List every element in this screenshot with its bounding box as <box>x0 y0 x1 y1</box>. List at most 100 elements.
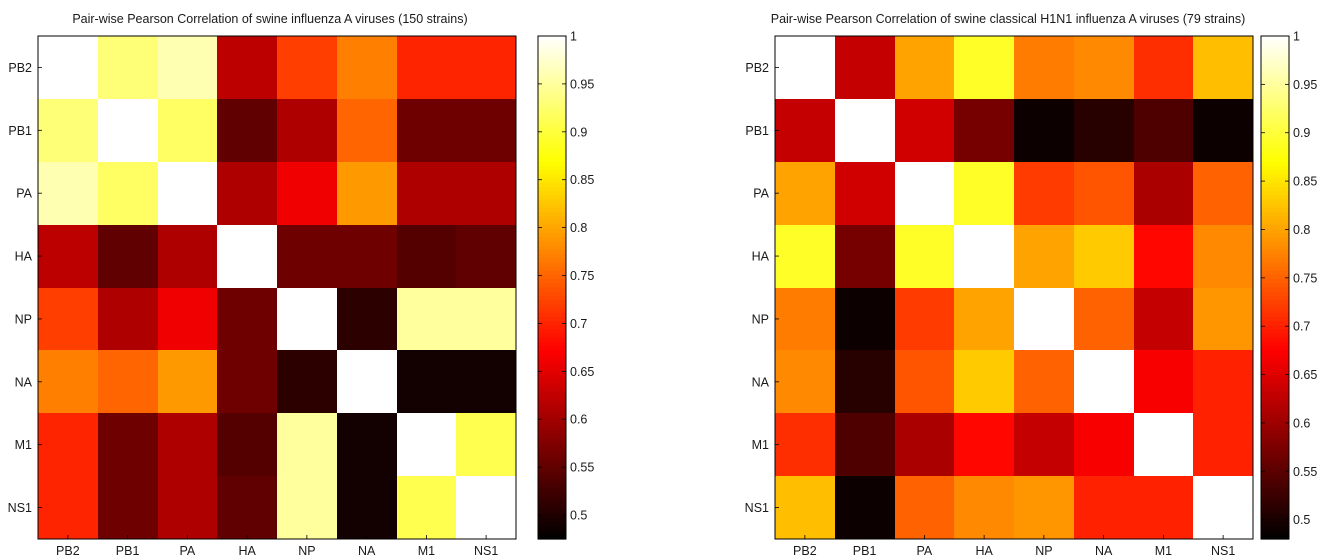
colorbar-tick-label: 0.55 <box>1293 465 1317 479</box>
colorbar-segment <box>538 77 566 83</box>
heatmap-cell-np-pb1 <box>98 288 158 350</box>
colorbar-segment <box>538 140 566 146</box>
colorbar-segment <box>1261 367 1289 372</box>
colorbar-segment <box>1261 233 1289 238</box>
colorbar-segment <box>538 430 566 435</box>
colorbar-segment <box>1261 212 1289 217</box>
heatmap-cell-ns1-pb2 <box>775 476 835 539</box>
colorbar-segment <box>538 262 566 268</box>
colorbar-segment <box>1261 484 1289 490</box>
heatmap-cell-pb2-na <box>1074 36 1134 99</box>
colorbar-segment <box>1261 186 1289 192</box>
y-tick-label-pb2: PB2 <box>8 61 32 75</box>
heatmap-cell-np-m1 <box>397 288 456 350</box>
colorbar-segment <box>538 111 566 117</box>
heatmap-cell-m1-pb1 <box>98 413 158 476</box>
colorbar-tick-label: 0.6 <box>1293 416 1310 430</box>
colorbar-segment <box>1261 199 1289 205</box>
colorbar-tick-label: 0.5 <box>1293 513 1310 527</box>
colorbar-segment <box>538 195 566 201</box>
colorbar-segment <box>538 325 566 331</box>
colorbar-segment <box>538 421 566 427</box>
heatmap-cell-na-pa <box>895 350 954 413</box>
chart-title: Pair-wise Pearson Correlation of swine c… <box>771 12 1246 26</box>
heatmap-cell-ns1-pa <box>895 476 954 539</box>
colorbar-segment <box>1261 446 1289 452</box>
heatmap-cell-pb1-ns1 <box>1193 99 1253 162</box>
colorbar-segment <box>1261 119 1289 125</box>
heatmap-cell-pa-ha <box>954 162 1014 225</box>
heatmap-cell-ha-pb2 <box>38 225 98 288</box>
x-tick-label-ns1: NS1 <box>474 544 498 557</box>
heatmap-cell-na-na <box>337 350 397 413</box>
heatmap-cell-np-pb2 <box>775 288 835 350</box>
heatmap-cell-ns1-m1 <box>397 476 456 539</box>
colorbar-tick-label: 0.75 <box>570 269 594 283</box>
heatmap-cell-ha-pb1 <box>835 225 895 288</box>
colorbar-segment <box>1261 136 1289 142</box>
heatmap-cell-pb1-pb2 <box>38 99 98 162</box>
colorbar-segment <box>538 471 566 477</box>
colorbar-segment <box>538 396 566 402</box>
y-tick-label-ns1: NS1 <box>8 501 32 515</box>
colorbar-segment <box>1261 249 1289 255</box>
x-tick-label-pa: PA <box>917 544 933 557</box>
colorbar-segment <box>1261 325 1289 331</box>
colorbar-segment <box>1261 388 1289 393</box>
heatmap-cell-m1-na <box>337 413 397 476</box>
colorbar-segment <box>1261 128 1289 134</box>
heatmap-cell-pa-np <box>1014 162 1074 225</box>
heatmap-cell-np-pa <box>895 288 954 350</box>
x-tick-label-pb1: PB1 <box>116 544 140 557</box>
colorbar-segment <box>1261 111 1289 117</box>
colorbar-segment <box>1261 153 1289 159</box>
colorbar-segment <box>538 513 566 519</box>
colorbar-segment <box>538 522 566 528</box>
heatmap-cell-ns1-pa <box>158 476 217 539</box>
colorbar-segment <box>1261 220 1289 226</box>
colorbar-segment <box>538 186 566 192</box>
colorbar-segment <box>538 409 566 414</box>
colorbar-segment <box>538 149 566 154</box>
heatmap-cell-ha-np <box>277 225 337 288</box>
colorbar-segment <box>1261 44 1289 50</box>
colorbar-segment <box>1261 321 1289 326</box>
heatmap-cell-pb2-m1 <box>1134 36 1193 99</box>
colorbar-segment <box>538 86 566 92</box>
colorbar-tick-label: 0.8 <box>1293 223 1310 237</box>
colorbar-segment <box>1261 404 1289 410</box>
colorbar-segment <box>1261 379 1289 385</box>
colorbar-segment <box>538 203 566 209</box>
colorbar: 0.5 0.55 0.6 0.65 0.7 0.75 0.8 0.85 0.9 0.95 1 <box>1260 30 1317 540</box>
colorbar-segment <box>1261 65 1289 71</box>
colorbar-segment <box>538 56 566 62</box>
y-tick-label-pb2: PB2 <box>745 61 769 75</box>
heatmap-cell-ns1-pb2 <box>38 476 98 539</box>
colorbar-segment <box>538 270 566 276</box>
colorbar-tick-label: 0.75 <box>1293 271 1317 285</box>
colorbar-segment <box>538 459 566 465</box>
colorbar-segment <box>538 417 566 423</box>
colorbar-tick-label: 0.7 <box>570 317 587 331</box>
heatmap-cell-pb1-pa <box>158 99 217 162</box>
y-tick-label-pa: PA <box>16 187 32 201</box>
colorbar-segment <box>1261 266 1289 272</box>
colorbar-segment <box>538 446 566 452</box>
colorbar-segment <box>1261 283 1289 289</box>
colorbar-segment <box>1261 77 1289 83</box>
heatmap-cell-na-m1 <box>1134 350 1193 413</box>
colorbar-segment <box>1261 497 1289 502</box>
colorbar-segment <box>1261 73 1289 79</box>
colorbar-tick-label: 0.9 <box>570 125 587 139</box>
colorbar-segment <box>538 287 566 293</box>
colorbar-segment <box>538 220 566 226</box>
colorbar-segment <box>538 245 566 251</box>
colorbar-tick-label: 0.85 <box>1293 175 1317 189</box>
y-tick-label-ns1: NS1 <box>745 501 769 515</box>
colorbar-segment <box>538 258 566 263</box>
colorbar-segment <box>1261 241 1289 247</box>
colorbar-segment <box>538 283 566 289</box>
x-tick-label-m1: M1 <box>418 544 435 557</box>
colorbar-segment <box>1261 417 1289 423</box>
